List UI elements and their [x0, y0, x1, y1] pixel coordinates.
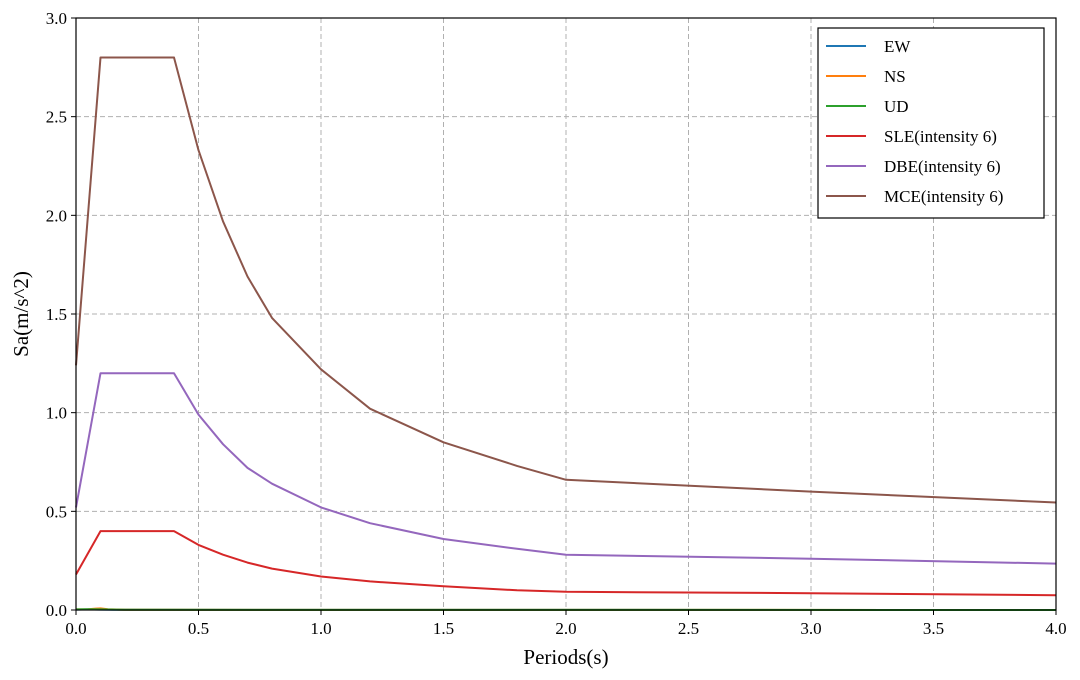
x-axis-ticks: 0.0 0.5 1.0 1.5 2.0 2.5 3.0 3.5 4.0 [65, 610, 1067, 638]
x-tick-label: 4.0 [1045, 619, 1066, 638]
legend: EW NS UD SLE(intensity 6) DBE(intensity 6) MC… [817, 27, 1045, 219]
x-tick-label: 1.5 [433, 619, 454, 638]
x-tick-label: 1.0 [310, 619, 331, 638]
x-tick-label: 2.0 [555, 619, 576, 638]
y-tick-label: 1.5 [46, 305, 67, 324]
legend-label: NS [884, 67, 906, 86]
y-axis-label: Sa(m/s^2) [9, 271, 33, 357]
y-axis-ticks: 0.0 0.5 1.0 1.5 2.0 2.5 3.0 [46, 9, 76, 620]
legend-label: EW [884, 37, 911, 56]
x-tick-label: 3.0 [800, 619, 821, 638]
y-tick-label: 3.0 [46, 9, 67, 28]
x-tick-label: 0.0 [65, 619, 86, 638]
x-tick-label: 2.5 [678, 619, 699, 638]
x-tick-label: 0.5 [188, 619, 209, 638]
series-line-sle-intensity-6 [75, 530, 1057, 597]
y-tick-label: 0.5 [46, 502, 67, 521]
x-axis-label: Periods(s) [523, 645, 608, 669]
legend-label: DBE(intensity 6) [884, 157, 1001, 176]
y-tick-label: 2.5 [46, 108, 67, 127]
y-tick-label: 0.0 [46, 601, 67, 620]
y-tick-label: 2.0 [46, 206, 67, 225]
legend-label: UD [884, 97, 909, 116]
y-tick-label: 1.0 [46, 404, 67, 423]
legend-label: MCE(intensity 6) [884, 187, 1003, 206]
series-line-dbe-intensity-6 [75, 372, 1057, 565]
legend-box [817, 27, 1045, 219]
x-tick-label: 3.5 [923, 619, 944, 638]
legend-label: SLE(intensity 6) [884, 127, 997, 146]
series-line-mce-intensity-6 [75, 56, 1057, 504]
